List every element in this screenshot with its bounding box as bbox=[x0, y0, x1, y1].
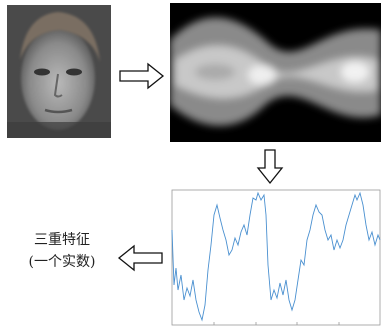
feature-label: 三重特征 bbox=[34, 232, 90, 248]
feature-note: (一个实数) bbox=[29, 254, 96, 270]
arrow-left bbox=[119, 246, 162, 270]
signal-plot bbox=[172, 190, 380, 325]
sinogram-image bbox=[170, 3, 381, 142]
arrow-right bbox=[120, 64, 163, 88]
diagram: 三重特征 (一个实数) bbox=[0, 0, 385, 331]
arrow-down bbox=[258, 150, 282, 183]
face-image bbox=[7, 5, 111, 138]
